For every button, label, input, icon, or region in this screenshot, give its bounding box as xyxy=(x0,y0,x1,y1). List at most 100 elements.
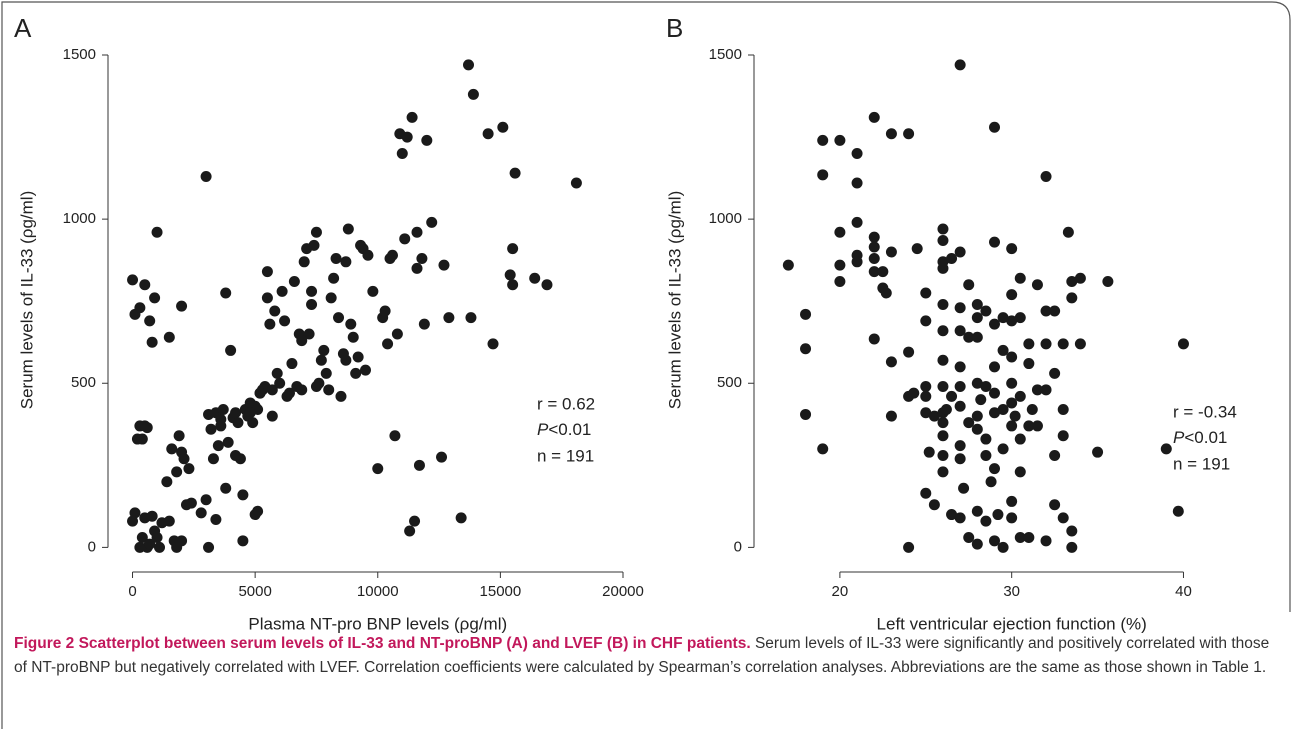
point xyxy=(868,231,880,243)
point xyxy=(1023,358,1035,370)
point xyxy=(333,312,345,324)
panel-label: B xyxy=(666,13,683,43)
point xyxy=(261,266,273,278)
point xyxy=(1074,272,1086,284)
point xyxy=(541,279,553,291)
point xyxy=(963,417,975,429)
point xyxy=(313,377,325,389)
point xyxy=(149,292,161,304)
point xyxy=(800,308,812,320)
point xyxy=(310,226,322,238)
point xyxy=(416,253,428,265)
point xyxy=(340,354,352,366)
point xyxy=(230,407,242,419)
annotation-p: P<0.01 xyxy=(1173,428,1227,447)
point xyxy=(980,305,992,317)
point xyxy=(868,241,880,253)
point xyxy=(1057,430,1069,442)
point xyxy=(937,234,949,246)
x-tick-label: 5000 xyxy=(238,583,271,600)
point xyxy=(146,336,158,348)
point xyxy=(367,285,379,297)
point xyxy=(350,367,362,379)
point xyxy=(1014,532,1026,544)
point xyxy=(252,505,264,517)
point xyxy=(406,111,418,123)
point xyxy=(1172,505,1184,517)
point xyxy=(954,440,966,452)
point xyxy=(1062,226,1074,238)
point xyxy=(507,243,519,255)
point xyxy=(418,318,430,330)
point xyxy=(980,433,992,445)
point xyxy=(834,134,846,146)
y-tick-label: 1000 xyxy=(709,210,742,227)
point xyxy=(463,59,474,71)
point xyxy=(937,223,949,235)
point xyxy=(954,246,966,258)
point xyxy=(296,384,308,396)
point xyxy=(937,417,949,429)
point xyxy=(183,463,195,475)
point xyxy=(283,387,295,399)
point xyxy=(920,315,932,327)
point xyxy=(232,417,244,429)
point xyxy=(296,335,308,347)
point xyxy=(1057,512,1069,524)
point xyxy=(911,243,923,255)
point xyxy=(885,356,897,368)
point xyxy=(1092,446,1104,458)
point xyxy=(1006,351,1018,363)
point xyxy=(443,312,455,324)
point xyxy=(1031,384,1043,396)
point xyxy=(225,344,237,356)
point xyxy=(971,298,983,310)
point xyxy=(176,535,188,547)
point xyxy=(386,249,398,261)
point xyxy=(274,377,286,389)
point xyxy=(279,315,291,327)
point xyxy=(946,253,958,265)
point xyxy=(1040,535,1052,547)
point xyxy=(923,446,935,458)
point xyxy=(903,346,915,358)
point xyxy=(989,236,1000,248)
annotation-r: r = -0.34 xyxy=(1173,402,1237,421)
point xyxy=(271,367,283,379)
point xyxy=(1049,499,1061,511)
point xyxy=(1031,279,1043,291)
point xyxy=(497,121,509,133)
point xyxy=(997,312,1009,324)
point xyxy=(980,515,992,527)
point xyxy=(834,226,846,238)
point xyxy=(1023,338,1035,350)
point xyxy=(1023,532,1035,544)
point xyxy=(1009,410,1021,422)
point xyxy=(1014,466,1026,478)
point xyxy=(276,285,288,297)
point xyxy=(306,285,318,297)
point xyxy=(330,253,342,265)
point xyxy=(210,513,222,525)
point xyxy=(237,535,249,547)
x-tick-label: 30 xyxy=(1003,583,1020,600)
point xyxy=(920,381,932,393)
point xyxy=(920,390,932,402)
point xyxy=(997,541,1009,553)
point xyxy=(421,134,433,146)
y-tick-label: 1500 xyxy=(709,46,742,63)
point xyxy=(382,338,394,350)
point xyxy=(992,509,1004,521)
point xyxy=(1102,275,1114,287)
x-axis-title: Plasma NT-pro BNP levels (ρg/ml) xyxy=(248,614,507,633)
point xyxy=(1177,338,1189,350)
point xyxy=(817,134,829,146)
point xyxy=(817,169,829,181)
point xyxy=(937,449,949,461)
point xyxy=(877,266,889,278)
point xyxy=(215,420,227,432)
point xyxy=(529,272,541,284)
point xyxy=(851,256,863,268)
